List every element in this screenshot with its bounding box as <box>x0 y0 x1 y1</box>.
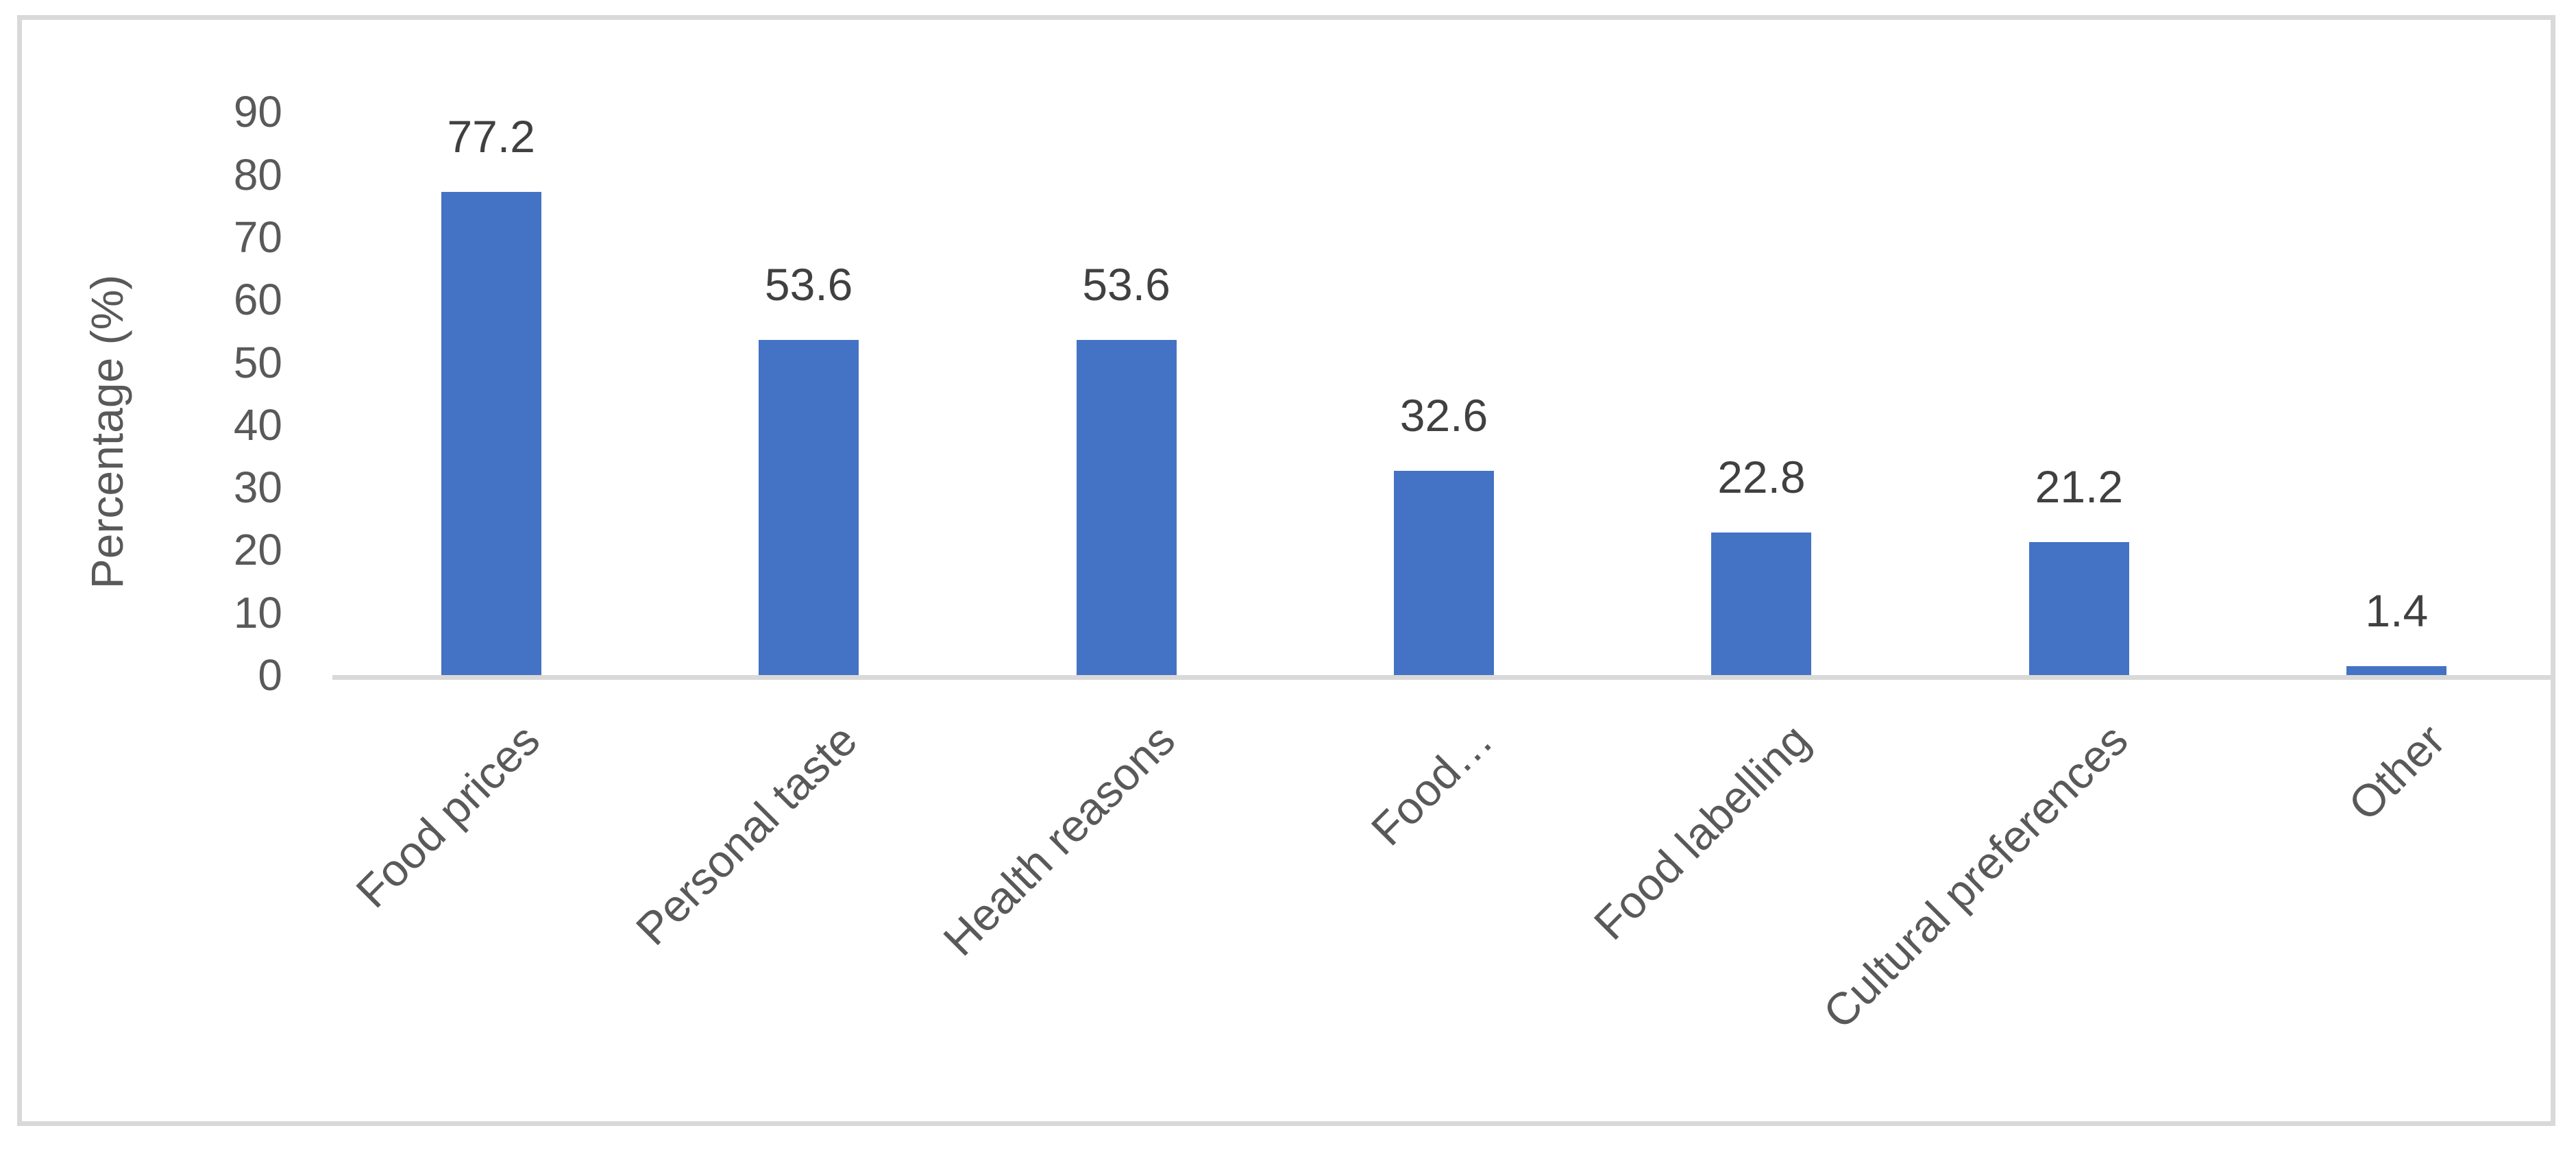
bar-value-label: 77.2 <box>447 111 535 162</box>
bar <box>2028 542 2129 675</box>
y-tick-label: 60 <box>233 275 282 325</box>
bar <box>2346 666 2447 675</box>
y-tick-label: 30 <box>233 463 282 513</box>
bar-value-label: 21.2 <box>2035 461 2124 513</box>
bar <box>1076 339 1177 675</box>
y-tick-label: 90 <box>233 87 282 137</box>
y-tick-label: 70 <box>233 212 282 262</box>
y-tick-label: 50 <box>233 337 282 387</box>
bar <box>441 192 541 675</box>
bar <box>1711 532 1812 675</box>
bar-value-label: 1.4 <box>2365 585 2429 637</box>
bar-value-label: 53.6 <box>1082 258 1170 310</box>
bar-value-label: 53.6 <box>764 258 853 310</box>
y-tick-label: 0 <box>258 650 282 700</box>
y-tick-label: 80 <box>233 149 282 199</box>
bar <box>759 339 859 675</box>
bar-value-label: 22.8 <box>1717 451 1806 502</box>
bar <box>1394 471 1494 675</box>
y-tick-label: 10 <box>233 587 282 637</box>
x-axis-line <box>332 675 2555 680</box>
y-tick-label: 40 <box>233 400 282 450</box>
y-tick-label: 20 <box>233 525 282 575</box>
bar-value-label: 32.6 <box>1399 390 1488 441</box>
chart-border <box>17 15 2555 1126</box>
